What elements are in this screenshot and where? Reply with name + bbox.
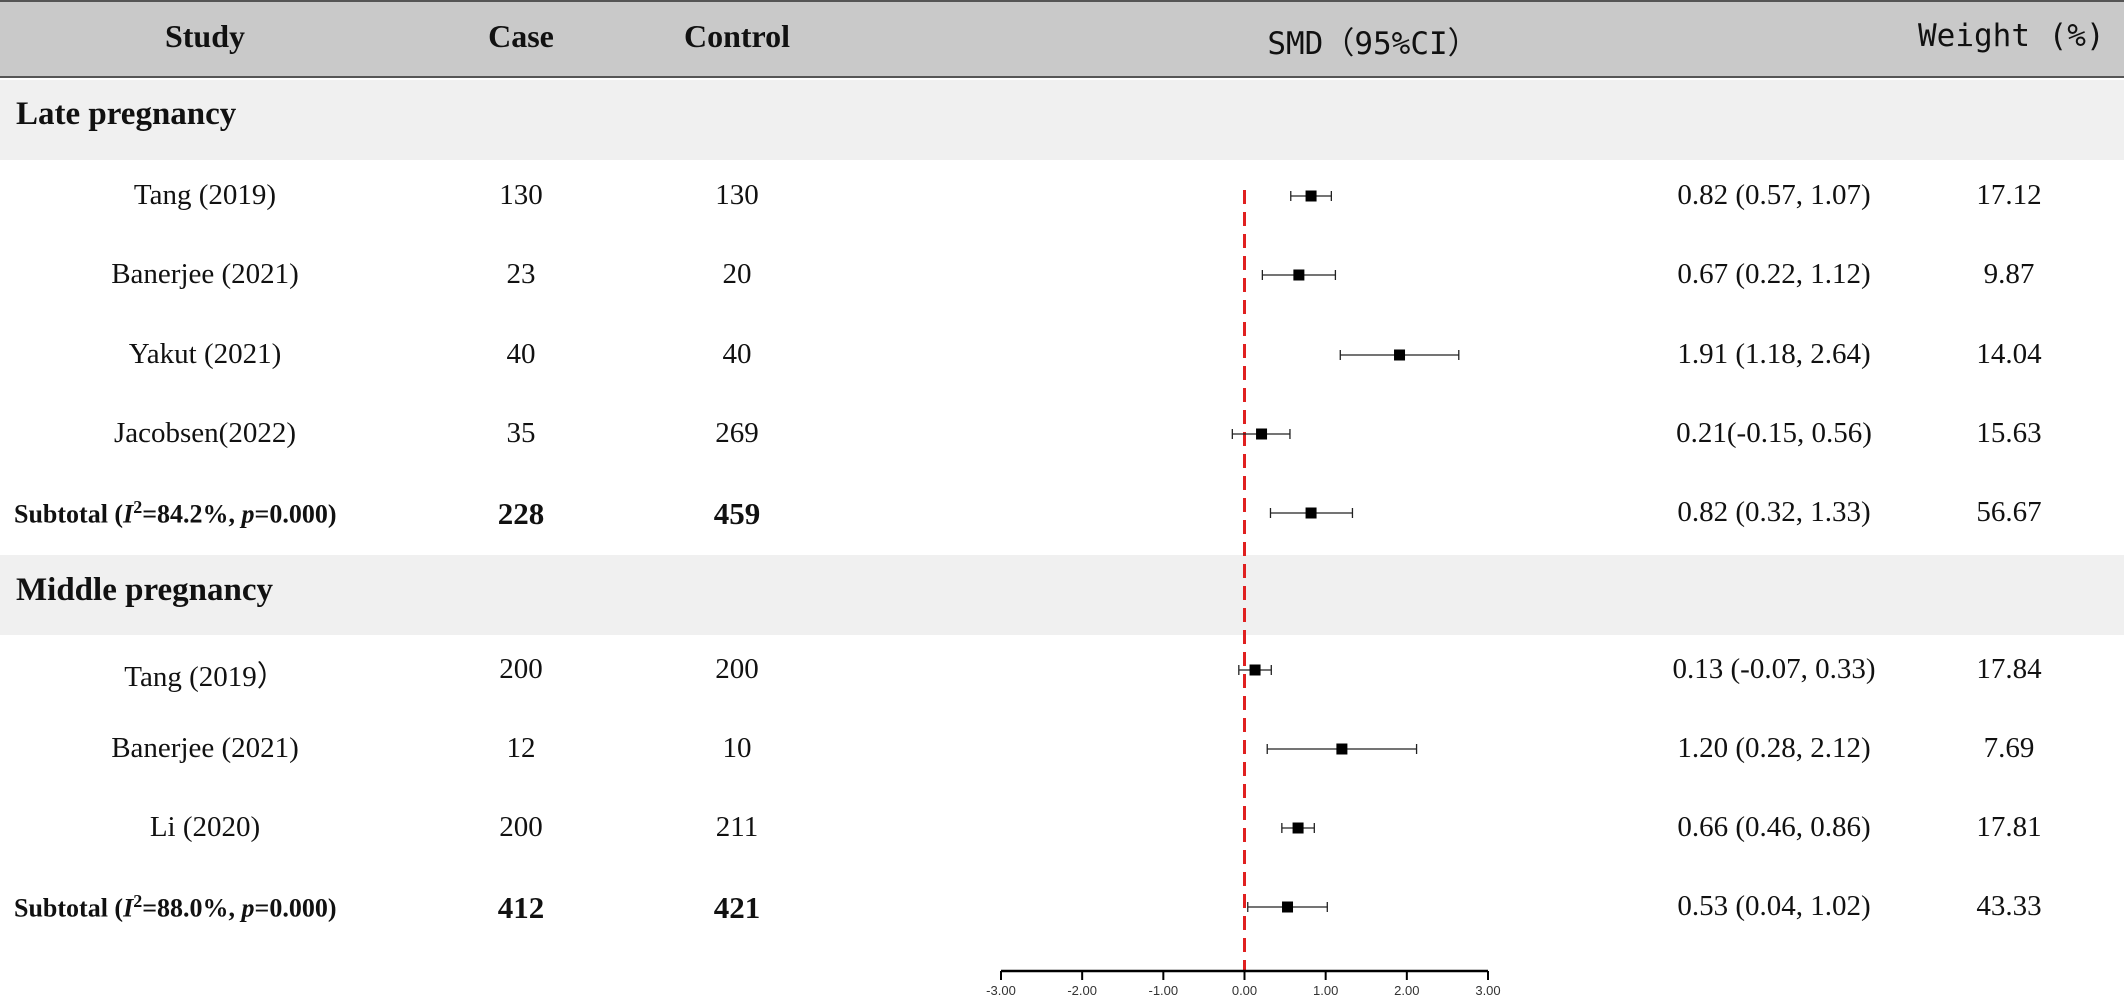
point-estimate — [1256, 428, 1268, 440]
weight-value: 17.81 — [1976, 811, 2042, 843]
point-estimate — [1292, 822, 1304, 834]
control-count: 20 — [722, 258, 752, 290]
weight-value: 17.12 — [1976, 179, 2042, 211]
point-estimate — [1282, 901, 1294, 913]
study-name: Tang (2019） — [124, 661, 286, 693]
point-estimate — [1249, 664, 1261, 676]
study-name: Yakut (2021) — [128, 338, 282, 370]
x-tick-label: -3.00 — [986, 983, 1016, 998]
weight-value: 9.87 — [1983, 258, 2035, 290]
case-count: 412 — [497, 890, 545, 925]
group-band-late — [0, 80, 2124, 160]
case-count: 228 — [497, 496, 545, 531]
case-count: 35 — [506, 417, 536, 449]
header-smd: SMD（95%CI） — [1267, 26, 1479, 62]
point-estimate — [1336, 743, 1348, 755]
control-count: 10 — [722, 732, 752, 764]
header-band — [0, 0, 2124, 78]
smd-ci-value: 0.53 (0.04, 1.02) — [1677, 890, 1871, 922]
weight-value: 14.04 — [1976, 338, 2042, 370]
smd-ci-value: 1.91 (1.18, 2.64) — [1677, 338, 1871, 370]
control-count: 130 — [715, 179, 759, 211]
subtotal-label: Subtotal (I2=88.0%, p=0.000) — [14, 891, 337, 923]
x-tick-label: 0.00 — [1232, 983, 1257, 998]
group-label-middle: Middle pregnancy — [16, 572, 273, 608]
group-band-middle — [0, 555, 2124, 635]
control-count: 421 — [713, 890, 761, 925]
study-name: Banerjee (2021) — [111, 258, 299, 290]
header-case: Case — [488, 18, 554, 54]
control-count: 40 — [722, 338, 752, 370]
header-weight: Weight (%) — [1918, 18, 2105, 54]
weight-value: 56.67 — [1976, 496, 2042, 528]
x-tick-label: -1.00 — [1149, 983, 1179, 998]
control-count: 459 — [713, 496, 761, 531]
weight-value: 43.33 — [1976, 890, 2042, 922]
smd-ci-value: 0.67 (0.22, 1.12) — [1677, 258, 1871, 290]
smd-ci-value: 0.82 (0.32, 1.33) — [1677, 496, 1871, 528]
case-count: 23 — [506, 258, 536, 290]
control-count: 200 — [715, 653, 759, 685]
x-tick-label: 2.00 — [1394, 983, 1419, 998]
point-estimate — [1394, 349, 1406, 361]
header-study: Study — [164, 18, 246, 54]
smd-ci-value: 0.82 (0.57, 1.07) — [1677, 179, 1871, 211]
point-estimate — [1305, 507, 1317, 519]
case-count: 40 — [506, 338, 536, 370]
case-count: 12 — [506, 732, 536, 764]
x-tick-label: -2.00 — [1067, 983, 1097, 998]
study-name: Li (2020) — [149, 811, 261, 843]
header-control: Control — [683, 18, 791, 54]
smd-ci-value: 0.66 (0.46, 0.86) — [1677, 811, 1871, 843]
case-count: 130 — [499, 179, 543, 211]
weight-value: 15.63 — [1976, 417, 2042, 449]
case-count: 200 — [499, 653, 543, 685]
x-tick-label: 3.00 — [1475, 983, 1500, 998]
weight-value: 17.84 — [1976, 653, 2042, 685]
study-name: Jacobsen(2022) — [113, 417, 297, 449]
point-estimate — [1305, 190, 1317, 202]
smd-ci-value: 0.21(-0.15, 0.56) — [1676, 417, 1872, 449]
weight-value: 7.69 — [1983, 732, 2035, 764]
group-label-late: Late pregnancy — [16, 96, 237, 132]
point-estimate — [1293, 269, 1305, 281]
case-count: 200 — [499, 811, 543, 843]
control-count: 211 — [715, 811, 759, 843]
x-tick-label: 1.00 — [1313, 983, 1338, 998]
study-name: Tang (2019) — [133, 179, 277, 211]
smd-ci-value: 1.20 (0.28, 2.12) — [1677, 732, 1871, 764]
control-count: 269 — [715, 417, 759, 449]
subtotal-label: Subtotal (I2=84.2%, p=0.000) — [14, 497, 337, 529]
study-name: Banerjee (2021) — [111, 732, 299, 764]
smd-ci-value: 0.13 (-0.07, 0.33) — [1672, 653, 1876, 685]
